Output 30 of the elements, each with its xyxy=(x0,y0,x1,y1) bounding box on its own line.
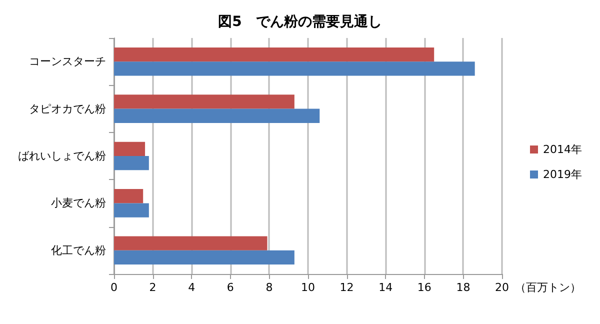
x-tick-label: 16 xyxy=(417,281,432,294)
bar xyxy=(114,236,268,250)
x-tick-label: 14 xyxy=(378,281,393,294)
y-tick-label: 化工でん粉 xyxy=(51,244,106,257)
x-tick-label: 20 xyxy=(495,281,509,294)
x-tick-label: 10 xyxy=(301,281,315,294)
x-tick-label: 8 xyxy=(266,281,273,294)
x-tick-label: 0 xyxy=(110,281,118,294)
bar xyxy=(114,108,320,123)
x-tick-label: 4 xyxy=(188,281,196,294)
legend-label: 2014年 xyxy=(543,143,582,156)
x-tick-label: 12 xyxy=(340,281,354,294)
bar xyxy=(114,62,475,76)
bar xyxy=(114,250,294,265)
y-tick-label: 小麦でん粉 xyxy=(51,196,106,210)
chart-title: 図5 でん粉の需要見通し xyxy=(218,13,382,30)
x-tick-label: 18 xyxy=(456,281,470,294)
bar xyxy=(114,47,434,62)
y-tick-label: ばれいしょでん粉 xyxy=(18,150,106,162)
bar xyxy=(114,189,144,204)
bar xyxy=(114,203,149,218)
x-tick-label: 6 xyxy=(226,281,234,294)
x-tick-label: 2 xyxy=(149,281,156,294)
x-axis-title: （百万トン） xyxy=(514,281,581,294)
y-tick-label: コーンスターチ xyxy=(29,55,106,68)
y-tick-label: タピオカでん粉 xyxy=(29,102,106,116)
bar xyxy=(114,142,146,156)
bar xyxy=(114,156,149,170)
bar xyxy=(114,94,294,109)
legend-label: 2019年 xyxy=(543,168,582,181)
